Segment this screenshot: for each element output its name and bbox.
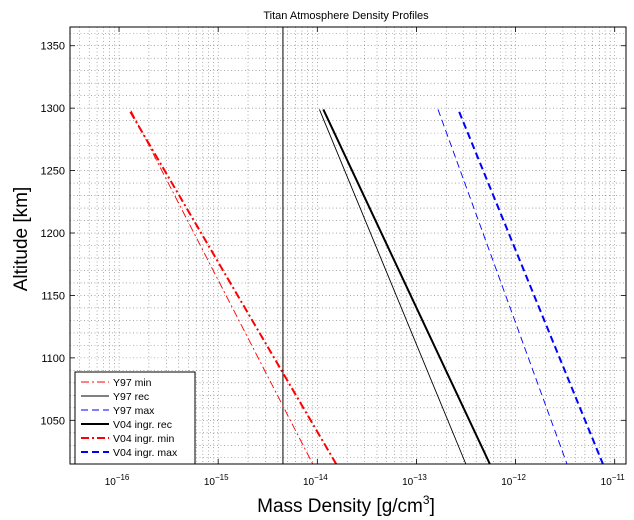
x-axis-label-main: Mass Density [g/cm <box>257 496 423 517</box>
x-tick-label-base: 10 <box>105 477 117 488</box>
series-line-3 <box>322 108 491 465</box>
legend-entry: V04 ingr. rec <box>113 419 172 431</box>
legend: Y97 min Y97 rec Y97 max V04 ingr. rec V04 in… <box>74 371 196 465</box>
x-tick-label-base: 10 <box>402 477 414 488</box>
x-axis-label: Mass Density [g/cm3] <box>257 493 435 517</box>
y-tick-label: 1050 <box>41 415 65 427</box>
series-line-4 <box>129 111 338 465</box>
x-tick-label-base: 10 <box>303 477 315 488</box>
x-tick-label: 10−12 <box>501 473 526 488</box>
x-tick-label-base: 10 <box>501 477 513 488</box>
x-tick-label-base: 10 <box>204 477 216 488</box>
series-line-5 <box>458 111 604 465</box>
series-line-0 <box>130 110 314 465</box>
x-tick-label-exponent: −11 <box>612 473 626 482</box>
x-tick-label-exponent: −16 <box>116 473 130 482</box>
y-tick-label: 1350 <box>41 41 65 53</box>
legend-entry: V04 ingr. min <box>113 433 174 445</box>
legend-entry: Y97 min <box>113 377 152 389</box>
x-tick-label: 10−15 <box>204 473 229 488</box>
legend-entry: Y97 rec <box>113 391 149 403</box>
chart-title: Titan Atmosphere Density Profiles <box>263 10 429 22</box>
x-tick-label-exponent: −14 <box>314 473 328 482</box>
x-tick-label: 10−11 <box>601 473 626 488</box>
x-tick-label-exponent: −15 <box>215 473 229 482</box>
x-tick-label: 10−13 <box>402 473 427 488</box>
y-tick-label: 1300 <box>41 103 65 115</box>
x-tick-label: 10−14 <box>303 473 328 488</box>
x-tick-label-exponent: −13 <box>413 473 427 482</box>
y-axis-label: Altitude [km] <box>11 187 32 292</box>
axis-ticks: 10−16 10−15 10−14 10−13 10−12 10−111050110011… <box>41 27 626 488</box>
legend-entry: V04 ingr. max <box>113 447 178 459</box>
series-line-1 <box>319 109 467 465</box>
x-axis-label-suffix: ] <box>430 496 435 517</box>
series-line-2 <box>437 109 568 465</box>
x-tick-label: 10−16 <box>105 473 130 488</box>
y-tick-label: 1250 <box>41 166 65 178</box>
x-tick-label-base: 10 <box>601 477 613 488</box>
y-tick-label: 1200 <box>41 228 65 240</box>
plot-frame <box>69 26 627 465</box>
legend-box <box>74 371 196 465</box>
x-axis-label-sup: 3 <box>423 493 430 507</box>
series-lines <box>129 108 604 465</box>
y-tick-label: 1100 <box>41 353 65 365</box>
y-tick-label: 1150 <box>41 290 65 302</box>
legend-entry: Y97 max <box>113 405 155 417</box>
x-tick-label-exponent: −12 <box>512 473 526 482</box>
